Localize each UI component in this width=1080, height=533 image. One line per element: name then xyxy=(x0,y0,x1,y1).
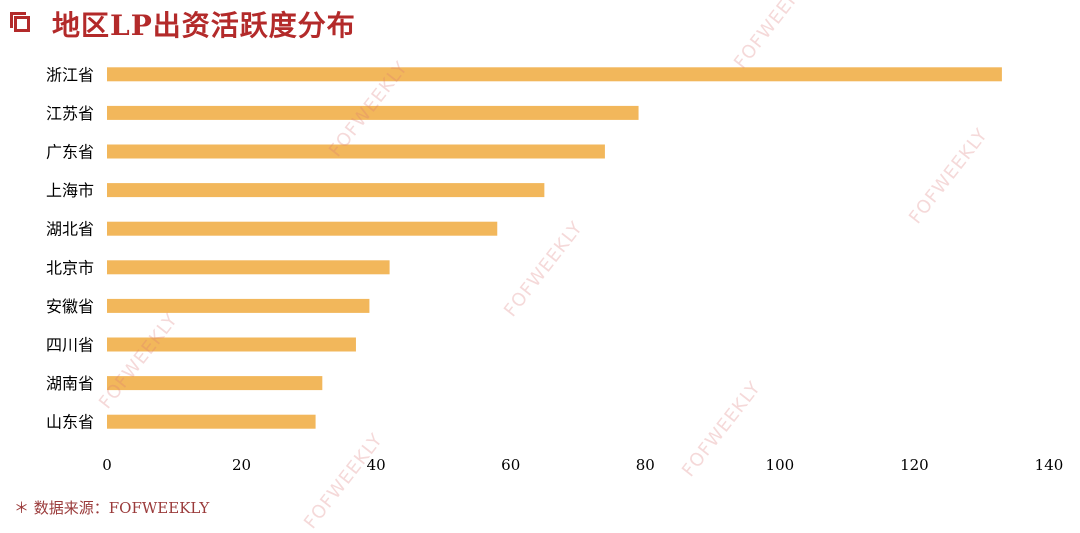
chart-title: 地区LP出资活跃度分布 xyxy=(52,9,356,42)
bar xyxy=(107,67,1002,82)
category-label: 湖南省 xyxy=(46,374,94,393)
category-label: 四川省 xyxy=(46,336,94,355)
x-tick-label: 20 xyxy=(232,456,251,474)
x-tick-label: 100 xyxy=(766,456,795,474)
category-label: 广东省 xyxy=(46,143,94,162)
x-tick-label: 80 xyxy=(636,456,655,474)
bar xyxy=(107,298,370,313)
bar xyxy=(107,221,498,236)
chart-header: 地区LP出资活跃度分布 xyxy=(10,4,356,44)
bar xyxy=(107,105,639,120)
category-label: 江苏省 xyxy=(46,104,94,123)
x-tick-label: 0 xyxy=(102,456,112,474)
category-label: 湖北省 xyxy=(46,220,94,239)
x-tick-label: 140 xyxy=(1035,456,1064,474)
bar xyxy=(107,144,605,159)
category-label: 安徽省 xyxy=(46,297,94,316)
x-tick-label: 40 xyxy=(367,456,386,474)
bar xyxy=(107,414,316,429)
data-source-note: ＊ 数据来源：FOFWEEKLY xyxy=(14,499,210,517)
category-label: 上海市 xyxy=(46,181,94,200)
bar xyxy=(107,183,545,198)
bar xyxy=(107,337,356,352)
bar xyxy=(107,260,390,275)
x-tick-label: 60 xyxy=(501,456,520,474)
category-label: 北京市 xyxy=(46,258,94,277)
bar xyxy=(107,376,323,391)
x-tick-label: 120 xyxy=(900,456,929,474)
category-label: 浙江省 xyxy=(46,65,94,84)
square-bullet-icon xyxy=(10,12,30,32)
category-label: 山东省 xyxy=(46,413,94,432)
